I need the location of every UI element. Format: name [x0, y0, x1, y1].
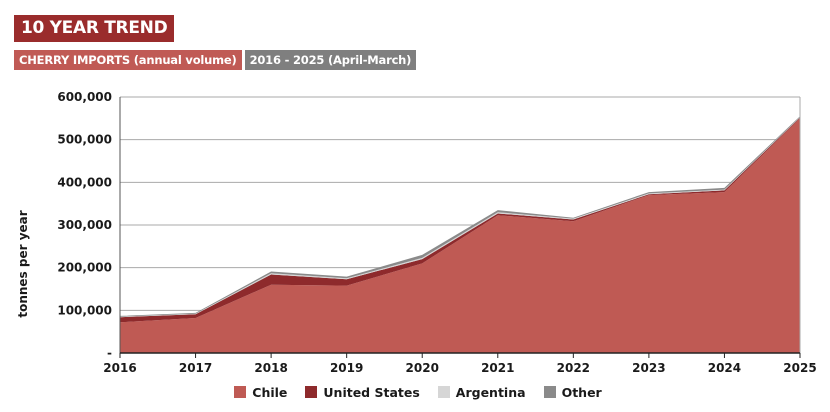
legend-label: Other [561, 384, 602, 400]
y-axis-label: tonnes per year [16, 210, 30, 317]
legend-swatch [305, 386, 318, 398]
x-tick-label: 2020 [406, 361, 439, 375]
legend-item: Chile [234, 383, 287, 401]
legend: Chile United States Argentina Other [0, 383, 830, 401]
y-tick-label: 300,000 [57, 218, 112, 232]
x-tick-label: 2024 [708, 361, 741, 375]
legend-item: United States [305, 383, 420, 401]
y-tick-label: 100,000 [57, 303, 112, 317]
legend-label: Argentina [455, 384, 526, 400]
legend-swatch [543, 386, 556, 398]
y-tick-label: 400,000 [57, 175, 112, 189]
legend-label: United States [323, 384, 420, 400]
stacked-area-chart: - 100,000 200,000 300,000 400,000 500,000 600,… [16, 90, 817, 375]
legend-label: Chile [252, 384, 288, 400]
x-tick-label: 2023 [632, 361, 665, 375]
y-tick-label: 600,000 [57, 90, 112, 104]
x-tick-label: 2016 [103, 361, 136, 375]
area-series [120, 116, 800, 353]
x-tick-label: 2022 [557, 361, 590, 375]
legend-swatch [437, 386, 450, 398]
legend-item: Argentina [437, 383, 526, 401]
legend-swatch [234, 386, 247, 398]
axes: - 100,000 200,000 300,000 400,000 500,000 600,… [57, 90, 816, 375]
y-tick-label: - [107, 346, 112, 360]
chart-subtitle: CHERRY IMPORTS (annual volume) [14, 50, 242, 70]
x-tick-label: 2018 [254, 361, 287, 375]
chart-title: 10 YEAR TREND [14, 15, 175, 42]
chart-period: 2016 - 2025 (April-March) [244, 50, 417, 70]
subtitle-row: CHERRY IMPORTS (annual volume) 2016 - 20… [14, 50, 417, 70]
y-tick-label: 500,000 [57, 133, 112, 147]
y-tick-label: 200,000 [57, 261, 112, 275]
x-tick-label: 2017 [179, 361, 212, 375]
x-tick-label: 2019 [330, 361, 363, 375]
legend-item: Other [543, 383, 602, 401]
area-chile [120, 118, 800, 353]
x-tick-label: 2025 [783, 361, 816, 375]
x-tick-label: 2021 [481, 361, 514, 375]
